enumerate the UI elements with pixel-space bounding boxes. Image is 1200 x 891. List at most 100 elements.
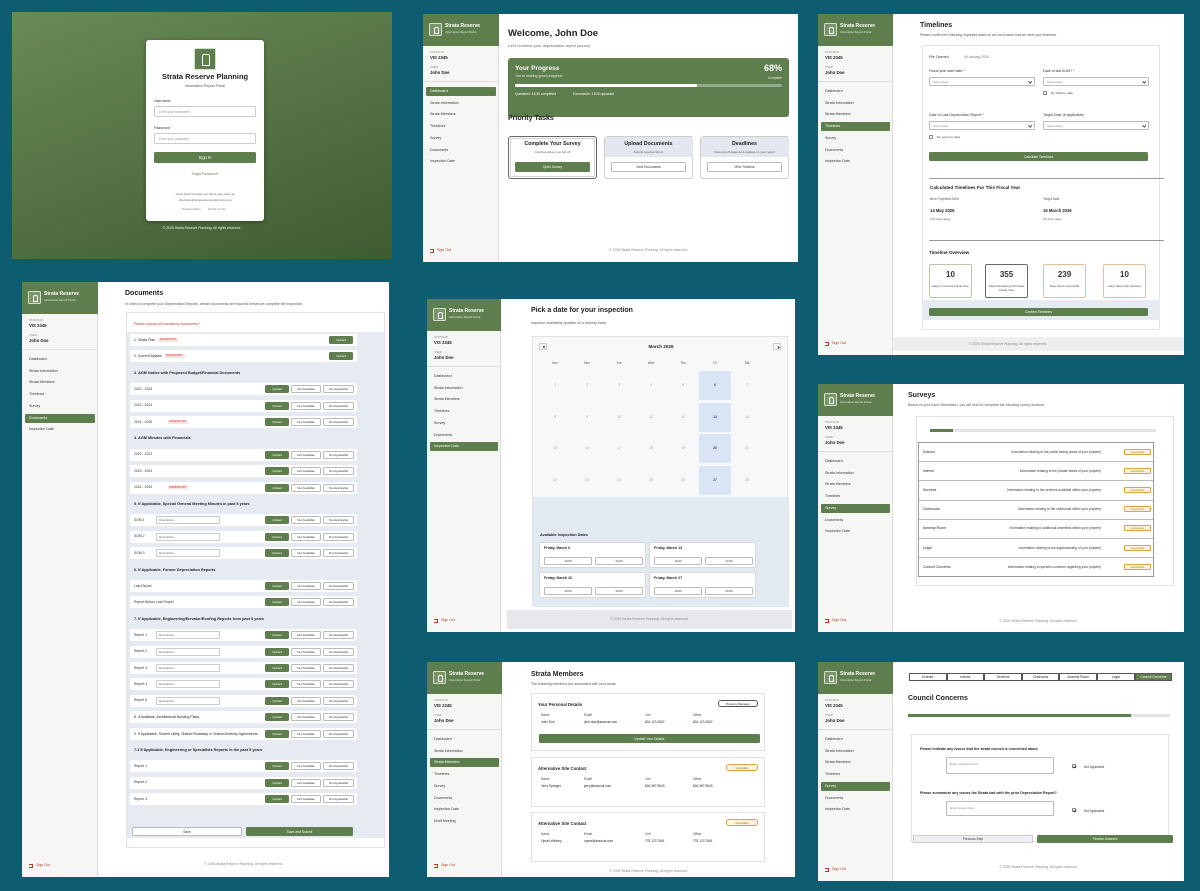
not-applicable-button[interactable]: Not Applicable [323, 467, 354, 476]
checkbox[interactable] [1072, 764, 1077, 768]
upload-button[interactable]: Upload [265, 647, 289, 656]
nav-item[interactable]: Documents [825, 795, 844, 800]
not-available-button[interactable]: Not Available [291, 582, 321, 590]
upload-button[interactable]: Upload [265, 680, 289, 689]
not-available-button[interactable]: Not Available [291, 762, 321, 771]
nav-item[interactable]: Strata Information [825, 100, 854, 105]
not-available-button[interactable]: Not Available [291, 418, 321, 426]
update-button[interactable]: Update Your Details [539, 734, 760, 743]
not-applicable-button[interactable]: Not Applicable [323, 778, 354, 787]
description-input[interactable]: Description... [156, 696, 220, 705]
upload-button[interactable]: Upload [265, 631, 289, 640]
nav-item[interactable]: Dashboard [825, 737, 843, 741]
upload-button[interactable]: Upload [265, 467, 289, 476]
prev-month[interactable] [539, 343, 547, 350]
sign-out[interactable]: Sign Out [437, 247, 451, 252]
not-applicable-button[interactable]: Not Applicable [323, 680, 354, 689]
nav-item[interactable]: Strata Information [430, 100, 459, 105]
description-input[interactable]: Description... [156, 664, 220, 672]
not-applicable-button[interactable]: Not Applicable [323, 401, 354, 410]
nav-item[interactable]: Strata Information [825, 470, 854, 475]
nav-item[interactable]: Dashboard [434, 374, 452, 378]
nav-item[interactable]: Strata Information [434, 748, 463, 753]
nav-item[interactable]: Timelines [825, 772, 841, 777]
sign-out[interactable]: Sign Out [36, 862, 50, 867]
nav-item[interactable]: Strata Members [430, 112, 456, 117]
not-applicable-button[interactable]: Not Applicable [323, 483, 354, 492]
not-available-button[interactable]: Not Available [291, 401, 321, 410]
date-select[interactable]: Select date [1043, 77, 1149, 86]
survey-tab[interactable]: Services [984, 673, 1022, 681]
nav-item[interactable]: Dashboard [29, 357, 47, 361]
nav-item[interactable]: Draft Meeting [434, 818, 456, 823]
calculate-button[interactable]: Calculate Timelines [929, 152, 1148, 161]
date-select[interactable]: Select date [1043, 121, 1149, 130]
survey-name[interactable]: Interior [923, 468, 934, 473]
nav-item[interactable]: Strata Information [825, 748, 854, 753]
privacy-link[interactable]: Privacy Policy [182, 207, 201, 211]
time-slot[interactable]: 10:00 [654, 587, 702, 595]
survey-tab[interactable]: Council Concerns [1134, 673, 1173, 681]
not-available-button[interactable]: Not Available [291, 598, 321, 607]
not-applicable-button[interactable]: Not Applicable [323, 532, 354, 541]
upload-button[interactable]: Upload [265, 532, 289, 541]
day[interactable]: 6 [714, 383, 716, 387]
not-applicable-button[interactable]: Not Applicable [323, 516, 354, 525]
nav-item[interactable]: Inspection Date [434, 807, 459, 812]
nav-item[interactable]: Dashboard [426, 87, 496, 96]
upload-button[interactable]: Upload [265, 762, 289, 771]
nav-item[interactable]: Documents [434, 795, 453, 800]
not-applicable-button[interactable]: Not Applicable [323, 549, 354, 558]
survey-tab[interactable]: Interior [946, 673, 985, 681]
submit-button[interactable]: Save and Submit [246, 827, 353, 836]
nav-item[interactable]: Timelines [434, 409, 450, 414]
username-input[interactable]: Enter your username [154, 106, 256, 117]
nav-item[interactable]: Dashboard [825, 89, 843, 93]
nav-item[interactable]: Strata Members [825, 112, 851, 117]
finalize-button[interactable]: Finalize Answers [1037, 835, 1173, 843]
nav-item[interactable]: Dashboard [825, 459, 843, 463]
not-applicable-button[interactable]: Not Applicable [323, 631, 354, 640]
not-available-button[interactable]: Not Available [291, 729, 321, 738]
description-input[interactable]: Description... [156, 631, 220, 640]
nav-item[interactable]: Timelines [430, 124, 446, 129]
upload-button[interactable]: Upload [265, 516, 289, 525]
description-input[interactable]: Description... [156, 532, 220, 541]
not-applicable-button[interactable]: Not Applicable [323, 450, 354, 459]
date-select[interactable]: Select date [929, 77, 1035, 86]
description-input[interactable]: Description... [156, 647, 220, 656]
nav-item[interactable]: Survey [29, 403, 41, 408]
survey-name[interactable]: Exterior [923, 449, 936, 454]
time-slot[interactable]: 14:00 [705, 587, 753, 595]
nav-item[interactable]: Survey [821, 503, 890, 513]
nav-item[interactable]: Documents [430, 147, 449, 152]
not-available-button[interactable]: Not Available [291, 549, 321, 558]
nav-item[interactable]: Strata Members [825, 482, 851, 487]
description-input[interactable]: Description... [156, 516, 220, 525]
nav-item[interactable]: Inspection Date [825, 807, 850, 812]
nav-item[interactable]: Inspection Date [825, 529, 850, 534]
survey-tab[interactable]: Clubhouse [1021, 673, 1060, 681]
not-applicable-button[interactable]: Not Applicable [323, 664, 354, 672]
not-available-button[interactable]: Not Available [291, 450, 321, 459]
sign-out[interactable]: Sign Out [441, 862, 455, 867]
upload-button[interactable]: Upload [265, 696, 289, 705]
not-applicable-button[interactable]: Not Applicable [323, 582, 354, 590]
upload-button[interactable]: Upload [265, 795, 289, 804]
upload-button[interactable]: Upload [265, 713, 289, 722]
not-available-button[interactable]: Not Available [291, 647, 321, 656]
save-button[interactable]: Save [132, 827, 242, 836]
survey-name[interactable]: Clubhouse [923, 507, 940, 512]
nav-item[interactable]: Dashboard [434, 737, 452, 741]
not-available-button[interactable]: Not Available [291, 385, 321, 394]
checkbox[interactable] [1043, 91, 1047, 95]
not-available-button[interactable]: Not Available [291, 713, 321, 722]
not-applicable-button[interactable]: Not Applicable [323, 598, 354, 607]
date-select[interactable]: Select date [929, 121, 1035, 130]
time-slot[interactable]: 14:00 [595, 557, 643, 565]
time-slot[interactable]: 10:00 [654, 557, 702, 565]
answer-input[interactable]: Enter concerns here [946, 757, 1054, 774]
nav-item[interactable]: Strata Information [29, 368, 58, 373]
nav-item[interactable]: Strata Members [29, 380, 55, 385]
not-available-button[interactable]: Not Available [291, 483, 321, 492]
